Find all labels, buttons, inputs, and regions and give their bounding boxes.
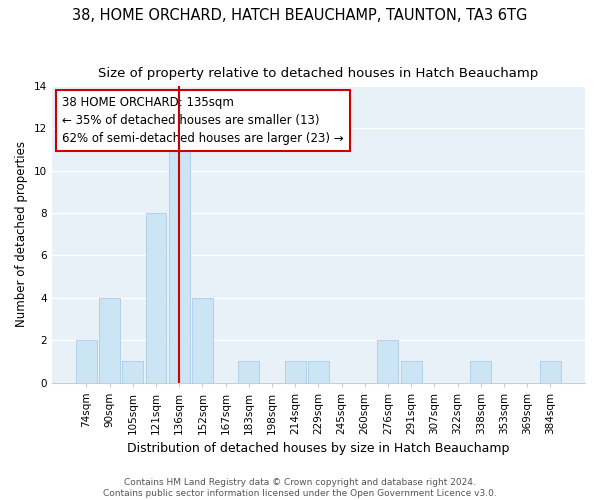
Bar [540,362,561,382]
Title: Size of property relative to detached houses in Hatch Beauchamp: Size of property relative to detached ho… [98,68,538,80]
Bar [169,128,190,382]
Bar [146,213,166,382]
Y-axis label: Number of detached properties: Number of detached properties [15,141,28,327]
Text: 38 HOME ORCHARD: 135sqm
← 35% of detached houses are smaller (13)
62% of semi-de: 38 HOME ORCHARD: 135sqm ← 35% of detache… [62,96,344,145]
Bar [238,362,259,382]
Bar [377,340,398,382]
Text: Contains HM Land Registry data © Crown copyright and database right 2024.
Contai: Contains HM Land Registry data © Crown c… [103,478,497,498]
Bar [122,362,143,382]
Bar [76,340,97,382]
X-axis label: Distribution of detached houses by size in Hatch Beauchamp: Distribution of detached houses by size … [127,442,509,455]
Text: 38, HOME ORCHARD, HATCH BEAUCHAMP, TAUNTON, TA3 6TG: 38, HOME ORCHARD, HATCH BEAUCHAMP, TAUNT… [73,8,527,22]
Bar [308,362,329,382]
Bar [470,362,491,382]
Bar [192,298,213,382]
Bar [284,362,305,382]
Bar [401,362,422,382]
Bar [99,298,120,382]
